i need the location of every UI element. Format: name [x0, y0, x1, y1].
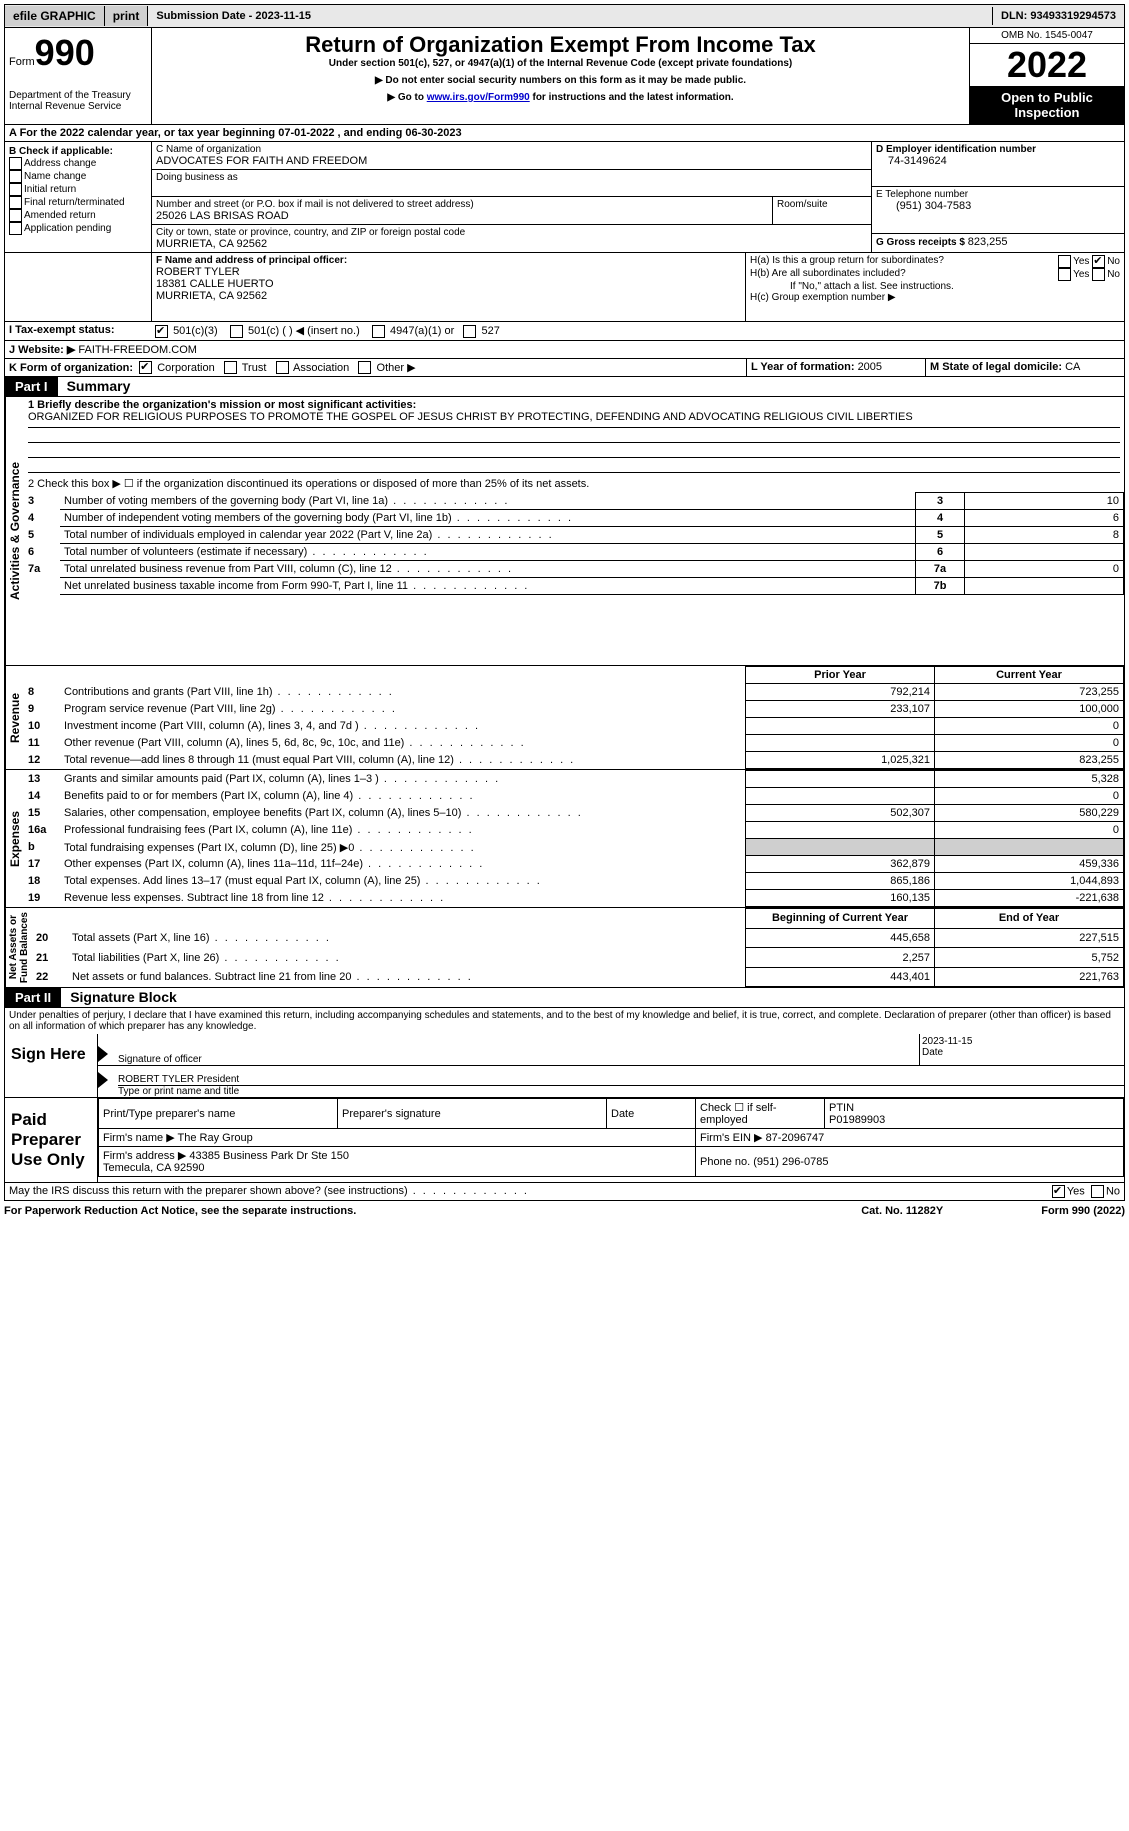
box-deg: D Employer identification number 74-3149… — [871, 142, 1124, 252]
box-b: B Check if applicable: Address change Na… — [5, 142, 152, 252]
paid-preparer-row: Paid Preparer Use Only Print/Type prepar… — [4, 1098, 1125, 1183]
tax-year: 2022 — [970, 44, 1124, 86]
treasury-label: Department of the Treasury Internal Reve… — [9, 90, 147, 112]
print-button[interactable]: print — [105, 6, 149, 26]
line-j: J Website: ▶ FAITH-FREEDOM.COM — [4, 341, 1125, 359]
subtitle-2: ▶ Do not enter social security numbers o… — [156, 75, 965, 86]
netassets-section: Net Assets or Fund Balances Beginning of… — [4, 908, 1125, 988]
revenue-table: Prior Year Current Year8 Contributions a… — [24, 666, 1124, 769]
top-toolbar: efile GRAPHIC print Submission Date - 20… — [4, 4, 1125, 28]
form-header: Form990 Department of the Treasury Inter… — [4, 28, 1125, 125]
fh-row: F Name and address of principal officer:… — [4, 253, 1125, 322]
subtitle-3: ▶ Go to www.irs.gov/Form990 for instruct… — [156, 92, 965, 103]
line-i: I Tax-exempt status: 501(c)(3) 501(c) ( … — [4, 322, 1125, 341]
open-inspection: Open to Public Inspection — [970, 86, 1124, 124]
entity-block: B Check if applicable: Address change Na… — [4, 142, 1125, 253]
sign-here-row: Sign Here Signature of officer 2023-11-1… — [4, 1034, 1125, 1098]
tab-activities: Activities & Governance — [5, 397, 24, 665]
omb-number: OMB No. 1545-0047 — [970, 28, 1124, 44]
page-footer: For Paperwork Reduction Act Notice, see … — [4, 1201, 1125, 1217]
part1-header: Part I Summary — [4, 377, 1125, 397]
expenses-section: Expenses 13 Grants and similar amounts p… — [4, 770, 1125, 908]
submission-date: Submission Date - 2023-11-15 — [148, 7, 319, 25]
tab-revenue: Revenue — [5, 666, 24, 769]
triangle-icon — [98, 1046, 108, 1062]
part2-header: Part II Signature Block — [4, 988, 1125, 1008]
expenses-table: 13 Grants and similar amounts paid (Part… — [24, 770, 1124, 907]
line-a: A For the 2022 calendar year, or tax yea… — [4, 125, 1125, 142]
efile-button[interactable]: efile GRAPHIC — [5, 6, 105, 26]
tab-netassets: Net Assets or Fund Balances — [5, 908, 32, 987]
form-title: Return of Organization Exempt From Incom… — [156, 32, 965, 58]
discuss-row: May the IRS discuss this return with the… — [4, 1183, 1125, 1201]
box-c: C Name of organization ADVOCATES FOR FAI… — [152, 142, 871, 252]
irs-link[interactable]: www.irs.gov/Form990 — [427, 92, 530, 103]
line-klm: K Form of organization: Corporation Trus… — [4, 359, 1125, 378]
subtitle-1: Under section 501(c), 527, or 4947(a)(1)… — [156, 58, 965, 69]
dln: DLN: 93493319294573 — [992, 7, 1124, 25]
form-number: Form990 — [9, 32, 147, 74]
netassets-table: Beginning of Current Year End of Year20 … — [32, 908, 1124, 987]
triangle-icon — [98, 1072, 108, 1088]
tab-expenses: Expenses — [5, 770, 24, 907]
revenue-section: Revenue Prior Year Current Year8 Contrib… — [4, 666, 1125, 770]
perjury-text: Under penalties of perjury, I declare th… — [4, 1008, 1125, 1034]
part1-body: Activities & Governance 1 Briefly descri… — [4, 397, 1125, 666]
summary-num-table: 3 Number of voting members of the govern… — [24, 492, 1124, 595]
